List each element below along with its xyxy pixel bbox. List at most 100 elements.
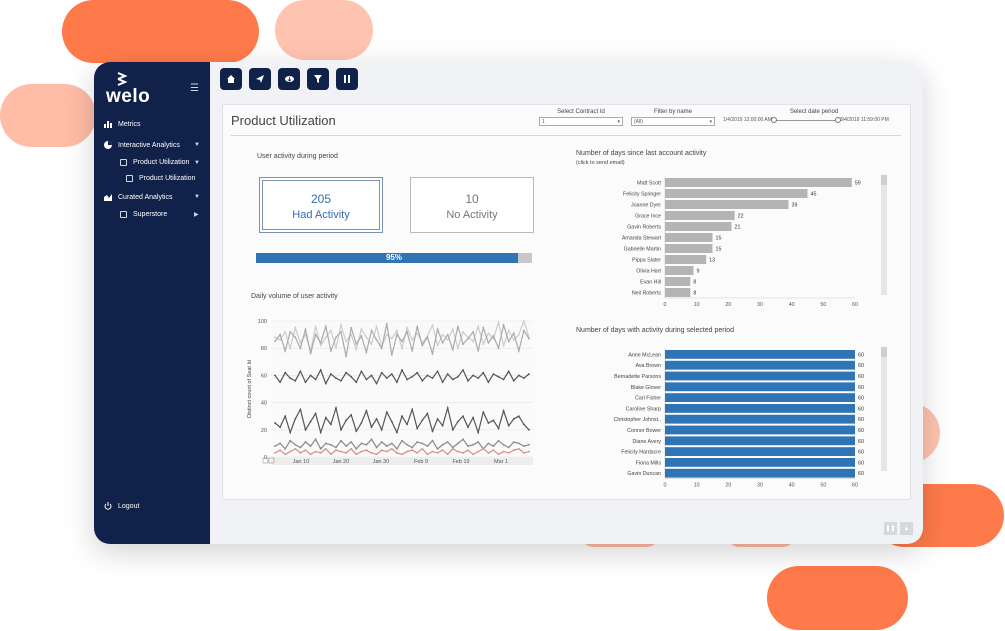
series-point [446,333,449,336]
scrollbar-thumb[interactable] [881,175,887,185]
series-point [411,408,414,411]
category-label: Evan Hill [640,280,661,286]
home-button[interactable] [220,68,242,90]
bar-value-label: 59 [855,181,861,187]
series-point [477,450,480,453]
x-tick-label: 20 [725,483,731,489]
share-button[interactable] [249,68,271,90]
no-activity-card[interactable]: 10 No Activity [410,177,534,233]
category-label: Joanne Dyer [631,203,661,209]
series-point [406,378,408,381]
series-point [350,441,353,443]
bar [665,414,855,424]
pause-button[interactable] [336,68,358,90]
scrollbar[interactable] [881,347,887,471]
series-point [360,442,363,445]
filter-button[interactable] [307,68,329,90]
bar [665,468,855,478]
series-point [512,441,515,443]
bar [665,458,855,467]
series-point [345,371,348,374]
series-point [502,443,505,446]
date-filter: Select date period 1/4/2019 12:00:00 AM … [723,109,905,123]
series-point [380,441,383,443]
series-point [467,426,469,428]
name-select[interactable]: (All) ▾ [631,117,715,126]
scrollbar-thumb[interactable] [881,347,887,357]
series-point [340,428,342,431]
sidebar-item-metrics[interactable]: Metrics [104,120,141,128]
category-label: Neil Roberts [632,291,661,297]
series-point [517,447,520,450]
person-icon[interactable]: ▲ [900,522,913,535]
series-point [390,337,393,340]
bar-chart-icon [104,121,112,128]
days-since-bar-chart: Matt Scott 59 Felicity Springer 45 Joanne Dy… [622,177,861,307]
series-point [517,333,520,336]
series-point [279,449,281,452]
sidebar-item-product-utilization[interactable]: Product Utilization ▼ [120,159,200,166]
contract-select[interactable]: 1 ▾ [539,117,623,126]
bar-value-label: 60 [858,417,864,423]
bar [665,244,713,253]
series-point [517,415,520,418]
series-point [472,416,475,419]
sidebar-item-interactive-analytics[interactable]: Interactive Analytics ▼ [104,141,200,149]
series-point [507,340,510,343]
sidebar-item-curated-analytics[interactable]: Curated Analytics ▼ [104,193,200,201]
series-point [523,445,525,448]
had-activity-value: 205 [310,192,332,206]
series-point [472,374,475,377]
download-button[interactable] [278,68,300,90]
series-point [523,320,525,322]
series-point [512,449,515,452]
sidebar-item-superstore[interactable]: Superstore ▶ [120,211,200,218]
bar-value-label: 60 [858,363,864,369]
days-with-activity-bar-chart: Anne McLean 60 Ava Brown 60 Bernadette Parso… [614,349,864,489]
menu-toggle-icon[interactable]: ☰ [190,83,199,94]
date-range-slider[interactable]: 1/4/2019 12:00:00 AM 3/4/2019 11:59:00 P… [723,116,905,123]
bar [665,211,735,220]
series-point [299,408,302,411]
series-point [446,441,449,443]
series-point [385,445,388,448]
series-point [492,449,495,452]
series-point [350,375,353,378]
series-point [279,426,281,428]
sidebar-item-product-utilization-dashboard[interactable]: Product Utilization [126,175,195,182]
bar-value-label: 60 [858,396,864,402]
slider-handle-start[interactable] [770,116,777,123]
no-activity-value: 10 [465,192,479,206]
bar-value-label: 45 [811,192,817,198]
share-icon [256,75,264,83]
series-point [335,407,337,409]
bar-value-label: 60 [858,385,864,391]
series-point [335,347,337,350]
x-tick-label: 40 [789,483,795,489]
series-point [487,442,490,445]
logout-button[interactable]: Logout [104,502,139,510]
series-point [284,453,287,456]
progress-fill [256,253,519,263]
series-point [401,347,403,350]
series-point [512,418,515,420]
series-point [329,443,332,446]
series-point [472,340,475,343]
pause-icon[interactable]: ❚❚ [884,522,897,535]
series-point [456,450,459,453]
series-point [436,418,439,420]
series-point [431,450,434,453]
category-label: Gavin Duncan [627,471,661,477]
bar [665,178,852,187]
bar-value-label: 60 [858,428,864,434]
scrollbar[interactable] [881,175,887,295]
had-activity-card[interactable]: 205 Had Activity [259,177,383,233]
series-point [487,452,490,454]
slider-handle-end[interactable] [834,116,841,123]
bar [665,288,691,297]
slider-track[interactable] [770,116,841,123]
series-point [370,452,373,454]
series-point [340,450,342,453]
chevron-down-icon: ▾ [709,118,712,125]
chevron-down-icon: ▼ [194,142,200,148]
